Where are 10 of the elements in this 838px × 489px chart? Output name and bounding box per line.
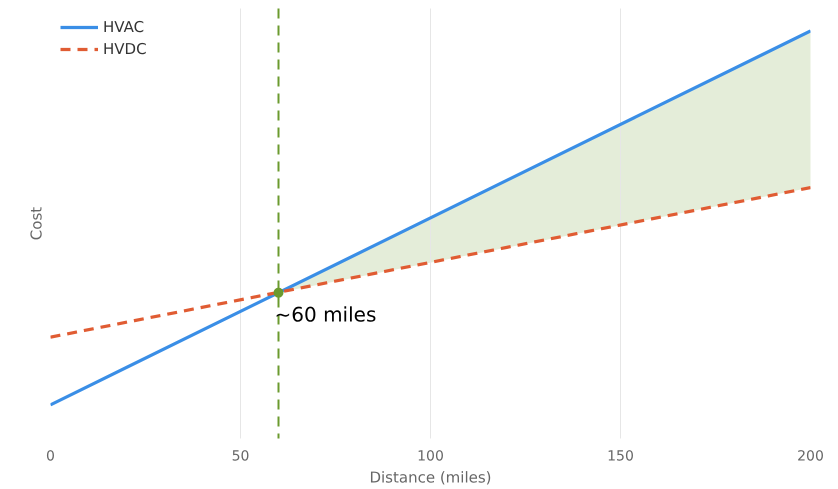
x-axis-title: Distance (miles) bbox=[369, 468, 492, 486]
x-tick-label: 200 bbox=[797, 448, 824, 464]
y-axis-title: Cost bbox=[28, 206, 46, 240]
legend-label: HVDC bbox=[103, 40, 147, 58]
x-tick-label: 150 bbox=[607, 448, 634, 464]
x-tick-label: 100 bbox=[417, 448, 444, 464]
annotation: ~60 miles bbox=[274, 302, 376, 327]
x-tick-label: 50 bbox=[232, 448, 250, 464]
legend-label: HVAC bbox=[103, 18, 144, 36]
x-tick-label: 0 bbox=[46, 448, 55, 464]
